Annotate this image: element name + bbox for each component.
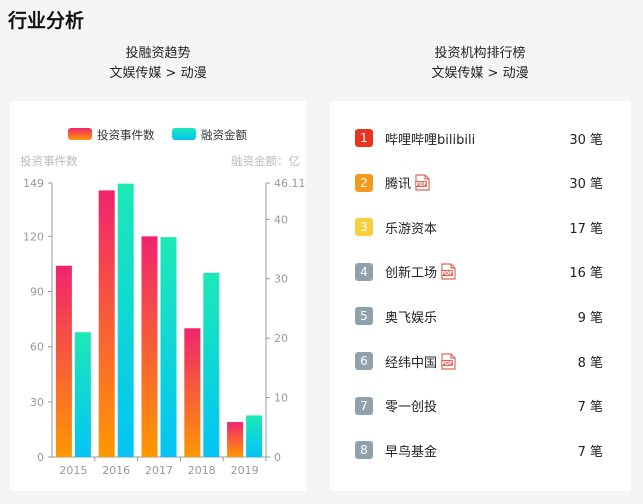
investor-name-text: 早鸟基金	[385, 444, 438, 460]
ranking-row[interactable]: 1 哔哩哔哩bilibili 30 笔	[330, 123, 631, 153]
y-right-tick-label: 46.11	[274, 177, 306, 190]
rank-badge: 4	[355, 262, 373, 281]
bar-amount-2016	[117, 183, 134, 457]
rank-badge: 6	[355, 352, 373, 370]
investor-name-text: 奥飞娱乐	[385, 310, 438, 326]
bar-events-2016	[98, 190, 115, 457]
bar-events-2015	[55, 265, 72, 457]
y-left-tick-label: 0	[37, 451, 44, 464]
investor-name-text: 创新工场	[385, 266, 438, 282]
y-right-tick-label: 10	[274, 392, 288, 405]
bar-events-2017	[141, 236, 158, 457]
x-tick-label: 2015	[59, 464, 87, 477]
legend-swatch-2	[172, 128, 196, 140]
deal-count: 9 笔	[577, 310, 603, 326]
investor-name-text: 哔哩哔哩bilibili	[385, 132, 476, 148]
ranking-row[interactable]: 7 零一创投 7 笔	[330, 391, 631, 421]
legend-swatch-1	[68, 128, 92, 140]
legend-label-2: 融资金额	[201, 128, 247, 142]
deal-count: 30 笔	[569, 132, 603, 148]
rank-badge: 8	[355, 441, 373, 460]
x-tick-label: 2016	[102, 464, 130, 477]
investor-ranking-breadcrumb[interactable]: 文娱传媒 > 动漫	[431, 66, 529, 81]
ranking-row[interactable]: 6 经纬中国 PDF 8 笔	[330, 346, 631, 376]
investor-name-text: 经纬中国	[385, 355, 438, 371]
x-tick-label: 2019	[231, 464, 259, 477]
deal-count: 30 笔	[569, 177, 603, 193]
page-title: 行业分析	[8, 10, 85, 32]
y-left-axis-title: 投资事件数	[20, 154, 78, 168]
rank-badge: 3	[355, 218, 373, 237]
y-right-tick-label: 20	[274, 332, 288, 345]
investor-name[interactable]: 经纬中国 PDF	[385, 352, 456, 371]
ranking-row[interactable]: 3 乐游资本 17 笔	[330, 212, 631, 242]
svg-text:PDF: PDF	[415, 182, 426, 188]
rank-badge: 1	[355, 129, 373, 147]
ranking-row[interactable]: 2 腾讯 PDF 30 笔	[330, 168, 631, 198]
investor-name-text: 腾讯	[385, 177, 412, 193]
x-tick-label: 2017	[145, 464, 173, 477]
investor-name[interactable]: 腾讯 PDF	[385, 173, 430, 192]
investor-name[interactable]: 创新工场 PDF	[385, 262, 456, 281]
bar-amount-2018	[203, 272, 220, 457]
rank-badge: 5	[355, 307, 373, 326]
investor-ranking-title: 投资机构排行榜	[434, 46, 526, 61]
investor-name-text: 乐游资本	[385, 221, 438, 237]
chart-legend[interactable]: 投资事件数 融资金额	[68, 128, 247, 142]
bar-amount-2019	[246, 415, 263, 457]
ranking-row[interactable]: 8 早鸟基金 7 笔	[330, 435, 631, 465]
y-right-tick-label: 40	[274, 213, 288, 226]
investor-ranking-card: 1 哔哩哔哩bilibili 30 笔 2 腾讯 PDF 30 笔 3 乐游资本 17 笔 4 创新工…	[330, 101, 631, 491]
rank-badge: 2	[355, 173, 373, 192]
investment-trend-title: 投融资趋势	[125, 46, 191, 61]
investment-trend-chart: 投资事件数 融资金额 投资事件数 融资金额：亿0306090120149010203…	[20, 128, 306, 477]
y-left-tick-label: 149	[23, 177, 44, 190]
y-right-axis-title: 融资金额：亿	[231, 154, 300, 168]
ranking-row[interactable]: 5 奥飞娱乐 9 笔	[330, 301, 631, 331]
investment-trend-breadcrumb[interactable]: 文娱传媒 > 动漫	[109, 66, 207, 81]
bar-amount-2015	[74, 332, 91, 457]
investment-trend-header: 投融资趋势 文娱传媒 > 动漫	[10, 44, 306, 84]
investor-ranking-header: 投资机构排行榜 文娱传媒 > 动漫	[330, 44, 630, 84]
y-left-tick-label: 120	[23, 230, 44, 243]
deal-count: 7 笔	[577, 400, 603, 416]
bar-events-2018	[184, 328, 201, 457]
svg-text:PDF: PDF	[441, 361, 452, 367]
y-left-tick-label: 30	[30, 396, 44, 409]
y-right-tick-label: 30	[274, 273, 288, 286]
svg-text:PDF: PDF	[441, 271, 452, 277]
pdf-file-icon[interactable]: PDF	[441, 263, 456, 280]
investor-name[interactable]: 乐游资本	[385, 218, 437, 237]
investor-name[interactable]: 早鸟基金	[385, 441, 437, 460]
bar-amount-2017	[160, 237, 177, 457]
rank-badge: 7	[355, 396, 373, 415]
trend-chart-card: 投资事件数 融资金额 投资事件数 融资金额：亿 0 30 60 90 120 149 0 10 20 3…	[10, 101, 306, 491]
pdf-file-icon[interactable]: PDF	[415, 174, 430, 191]
deal-count: 8 笔	[577, 355, 603, 371]
pdf-file-icon[interactable]: PDF	[441, 352, 456, 370]
bar-events-2019	[227, 422, 244, 457]
ranking-row[interactable]: 4 创新工场 PDF 16 笔	[330, 257, 631, 287]
y-left-tick-label: 90	[30, 285, 44, 298]
investor-name[interactable]: 哔哩哔哩bilibili	[385, 129, 475, 148]
deal-count: 7 笔	[577, 444, 603, 460]
investor-name[interactable]: 奥飞娱乐	[385, 307, 437, 326]
y-right-tick-label: 0	[274, 451, 281, 464]
deal-count: 16 笔	[569, 266, 603, 282]
investor-name[interactable]: 零一创投	[385, 396, 437, 415]
y-left-tick-label: 60	[30, 341, 44, 354]
legend-label-1: 投资事件数	[97, 128, 155, 142]
investor-name-text: 零一创投	[385, 400, 438, 416]
deal-count: 17 笔	[569, 221, 603, 237]
x-tick-label: 2018	[188, 464, 216, 477]
